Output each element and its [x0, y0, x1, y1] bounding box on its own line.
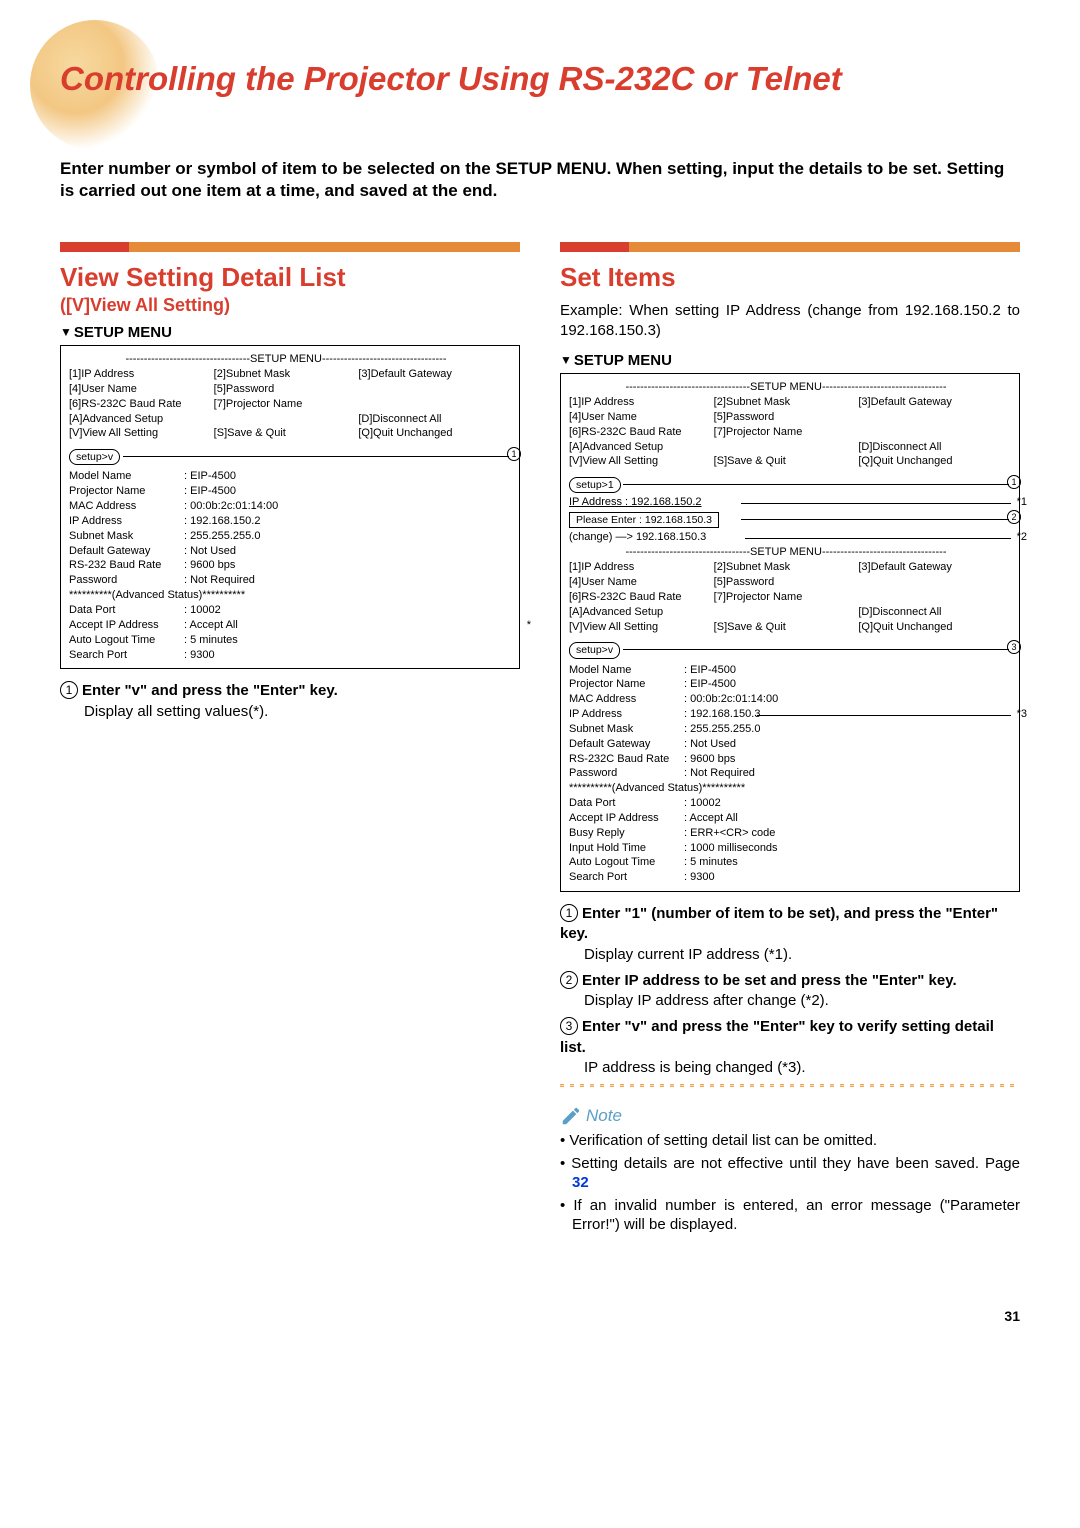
adv-head: **********(Advanced Status)********** — [69, 588, 503, 603]
kv-row: Model Name: EIP-4500 — [569, 663, 1003, 678]
menu-row: [1]IP Address[2]Subnet Mask[3]Default Ga… — [569, 560, 1003, 575]
page-title: Controlling the Projector Using RS-232C … — [60, 60, 1020, 98]
menu-row: [6]RS-232C Baud Rate[7]Projector Name — [69, 397, 503, 412]
left-terminal: ----------------------------------SETUP … — [60, 345, 520, 669]
kv-row: Subnet Mask: 255.255.255.0 — [69, 529, 503, 544]
kv-row: Busy Reply: ERR+<CR> code — [569, 826, 1003, 841]
callout-1: 1 — [1007, 475, 1021, 490]
kv-row: MAC Address: 00:0b:2c:01:14:00 — [569, 692, 1003, 707]
callout-star2: *2 — [1017, 530, 1027, 545]
menu-row: [4]User Name[5]Password — [69, 382, 503, 397]
menu-row: [6]RS-232C Baud Rate[7]Projector Name — [569, 590, 1003, 605]
kv-row: Password: Not Required — [569, 766, 1003, 781]
kv-row: Default Gateway: Not Used — [69, 544, 503, 559]
menu-row: [6]RS-232C Baud Rate[7]Projector Name — [569, 425, 1003, 440]
instruction-item: 1Enter "1" (number of item to be set), a… — [560, 904, 1020, 965]
note-heading: Note — [560, 1105, 1020, 1127]
setup-menu-label: SETUP MENU — [560, 352, 1020, 369]
kv-row: Input Hold Time: 1000 milliseconds — [569, 841, 1003, 856]
instruction-item: 2Enter IP address to be set and press th… — [560, 971, 1020, 1012]
kv-row: Accept IP Address: Accept All — [69, 618, 503, 633]
menu-row: [V]View All Setting[S]Save & Quit[Q]Quit… — [569, 620, 1003, 635]
kv-row: RS-232C Baud Rate: 9600 bps — [569, 752, 1003, 767]
section-bar — [60, 242, 520, 252]
kv-row: Model Name: EIP-4500 — [69, 469, 503, 484]
menu-row: [V]View All Setting[S]Save & Quit[Q]Quit… — [69, 426, 503, 441]
callout-star1: *1 — [1017, 495, 1027, 510]
right-terminal: ----------------------------------SETUP … — [560, 373, 1020, 892]
kv-row: IP Address: 192.168.150.3*3 — [569, 707, 1003, 722]
menu-row: [1]IP Address[2]Subnet Mask[3]Default Ga… — [69, 367, 503, 382]
kv-row: Accept IP Address: Accept All — [569, 811, 1003, 826]
page-link[interactable]: 32 — [572, 1174, 589, 1191]
note-item: Setting details are not effective until … — [560, 1154, 1020, 1193]
example-text: Example: When setting IP Address (change… — [560, 301, 1020, 340]
instruction-item: 3Enter "v" and press the "Enter" key to … — [560, 1017, 1020, 1078]
note-item: If an invalid number is entered, an erro… — [560, 1196, 1020, 1235]
callout-1: 1 — [507, 447, 521, 462]
kv-row: Data Port: 10002 — [569, 796, 1003, 811]
note-item: Verification of setting detail list can … — [560, 1131, 1020, 1151]
right-column: Set Items Example: When setting IP Addre… — [560, 242, 1020, 1237]
prompt: setup>v — [569, 642, 620, 658]
setup-menu-label: SETUP MENU — [60, 324, 520, 341]
kv-row: RS-232 Baud Rate: 9600 bps — [69, 558, 503, 573]
section-bar — [560, 242, 1020, 252]
dotted-divider — [560, 1084, 1020, 1087]
kv-row: MAC Address: 00:0b:2c:01:14:00 — [69, 499, 503, 514]
kv-row: Data Port: 10002 — [69, 603, 503, 618]
page-number: 31 — [60, 1308, 1020, 1324]
left-subheading: ([V]View All Setting) — [60, 295, 520, 316]
kv-row: Password: Not Required — [69, 573, 503, 588]
intro-text: Enter number or symbol of item to be sel… — [60, 158, 1020, 202]
kv-row: Projector Name: EIP-4500 — [569, 677, 1003, 692]
menu-row: [4]User Name[5]Password — [569, 410, 1003, 425]
menu-row: [1]IP Address[2]Subnet Mask[3]Default Ga… — [569, 395, 1003, 410]
kv-row: Search Port: 9300 — [569, 870, 1003, 885]
kv-row: Search Port: 9300 — [69, 648, 503, 663]
callout-2: 2 — [1007, 510, 1021, 525]
prompt: setup>v — [69, 449, 120, 465]
kv-row: Default Gateway: Not Used — [569, 737, 1003, 752]
right-heading: Set Items — [560, 262, 1020, 293]
callout-3: 3 — [1007, 640, 1021, 655]
left-heading: View Setting Detail List — [60, 262, 520, 293]
menu-row: [A]Advanced Setup[D]Disconnect All — [569, 440, 1003, 455]
left-instruction: 1Enter "v" and press the "Enter" key. Di… — [60, 681, 520, 722]
menu-row: [4]User Name[5]Password — [569, 575, 1003, 590]
term-head: ----------------------------------SETUP … — [69, 352, 503, 367]
left-column: View Setting Detail List ([V]View All Se… — [60, 242, 520, 1237]
kv-row: Auto Logout Time: 5 minutes — [69, 633, 503, 648]
kv-row: Subnet Mask: 255.255.255.0 — [569, 722, 1003, 737]
menu-row: [A]Advanced Setup[D]Disconnect All — [569, 605, 1003, 620]
pencil-icon — [560, 1105, 582, 1127]
menu-row: [A]Advanced Setup[D]Disconnect All — [69, 412, 503, 427]
menu-row: [V]View All Setting[S]Save & Quit[Q]Quit… — [569, 454, 1003, 469]
star-marker: * — [527, 618, 531, 633]
kv-row: Projector Name: EIP-4500 — [69, 484, 503, 499]
kv-row: IP Address: 192.168.150.2 — [69, 514, 503, 529]
prompt: setup>1 — [569, 477, 621, 493]
kv-row: Auto Logout Time: 5 minutes — [569, 855, 1003, 870]
